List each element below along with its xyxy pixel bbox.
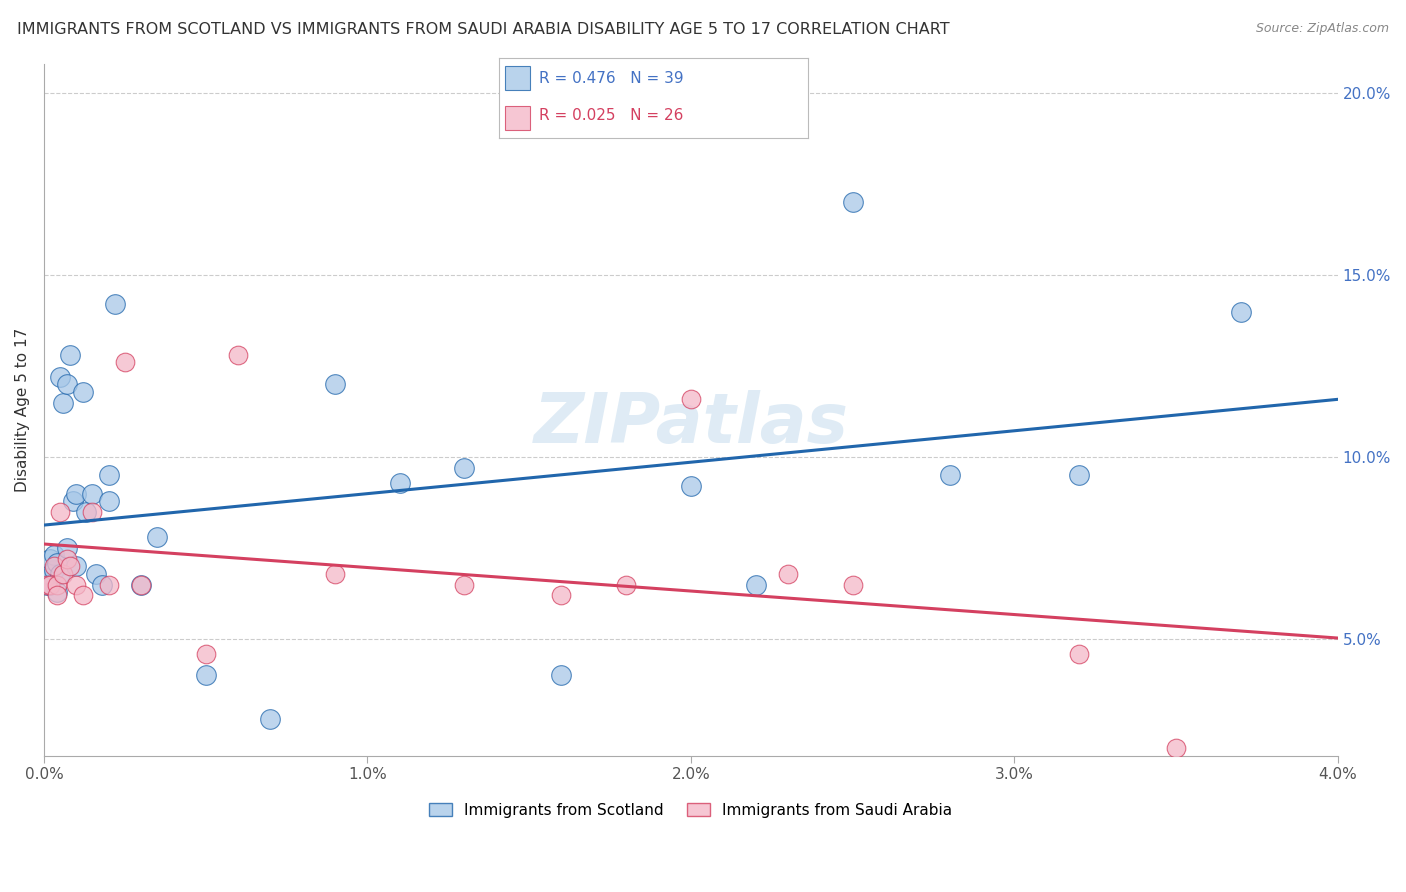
Point — [65, 486, 87, 500]
Point — [194, 668, 217, 682]
Point — [45, 589, 67, 603]
Point — [49, 370, 72, 384]
Text: Source: ZipAtlas.com: Source: ZipAtlas.com — [1256, 22, 1389, 36]
Point — [84, 566, 107, 581]
Point — [323, 377, 346, 392]
Text: R = 0.025   N = 26: R = 0.025 N = 26 — [540, 108, 683, 123]
Point — [1229, 304, 1251, 318]
Point — [59, 559, 82, 574]
Point — [453, 577, 475, 591]
Point — [679, 392, 702, 406]
Point — [37, 566, 59, 581]
Point — [42, 559, 65, 574]
Text: ZIPatlas: ZIPatlas — [533, 390, 848, 457]
Point — [49, 505, 72, 519]
Point — [938, 468, 960, 483]
Point — [1164, 741, 1187, 756]
Point — [72, 589, 94, 603]
Point — [146, 530, 169, 544]
Point — [49, 566, 72, 581]
Point — [82, 505, 104, 519]
Point — [841, 195, 863, 210]
Point — [55, 552, 77, 566]
Point — [52, 395, 75, 409]
Point — [1067, 468, 1090, 483]
Point — [114, 355, 136, 369]
Point — [679, 479, 702, 493]
Point — [1067, 647, 1090, 661]
Point — [52, 566, 75, 581]
Point — [75, 505, 97, 519]
Point — [97, 468, 120, 483]
Point — [62, 493, 84, 508]
Bar — [505, 106, 530, 130]
Point — [65, 577, 87, 591]
Point — [55, 377, 77, 392]
Point — [841, 577, 863, 591]
Point — [42, 549, 65, 563]
Point — [744, 577, 766, 591]
Point — [453, 461, 475, 475]
Point — [129, 577, 152, 591]
Point — [37, 577, 59, 591]
Point — [550, 668, 572, 682]
Point — [104, 297, 127, 311]
Legend: Immigrants from Scotland, Immigrants from Saudi Arabia: Immigrants from Scotland, Immigrants fro… — [423, 797, 959, 824]
Text: IMMIGRANTS FROM SCOTLAND VS IMMIGRANTS FROM SAUDI ARABIA DISABILITY AGE 5 TO 17 : IMMIGRANTS FROM SCOTLAND VS IMMIGRANTS F… — [17, 22, 949, 37]
Point — [55, 541, 77, 555]
Point — [59, 348, 82, 362]
Point — [97, 493, 120, 508]
Point — [42, 563, 65, 577]
Point — [82, 486, 104, 500]
Point — [45, 584, 67, 599]
Point — [226, 348, 249, 362]
Point — [72, 384, 94, 399]
Point — [45, 577, 67, 591]
Point — [91, 577, 114, 591]
Point — [388, 475, 411, 490]
Point — [194, 647, 217, 661]
Point — [129, 577, 152, 591]
Point — [65, 559, 87, 574]
Point — [45, 556, 67, 570]
Point — [259, 712, 281, 726]
Point — [323, 566, 346, 581]
Point — [39, 577, 62, 591]
Point — [776, 566, 799, 581]
Point — [39, 552, 62, 566]
Point — [614, 577, 637, 591]
Y-axis label: Disability Age 5 to 17: Disability Age 5 to 17 — [15, 327, 30, 492]
Bar — [505, 66, 530, 90]
Point — [97, 577, 120, 591]
Point — [39, 577, 62, 591]
Point — [550, 589, 572, 603]
Text: R = 0.476   N = 39: R = 0.476 N = 39 — [540, 70, 683, 86]
Point — [37, 577, 59, 591]
